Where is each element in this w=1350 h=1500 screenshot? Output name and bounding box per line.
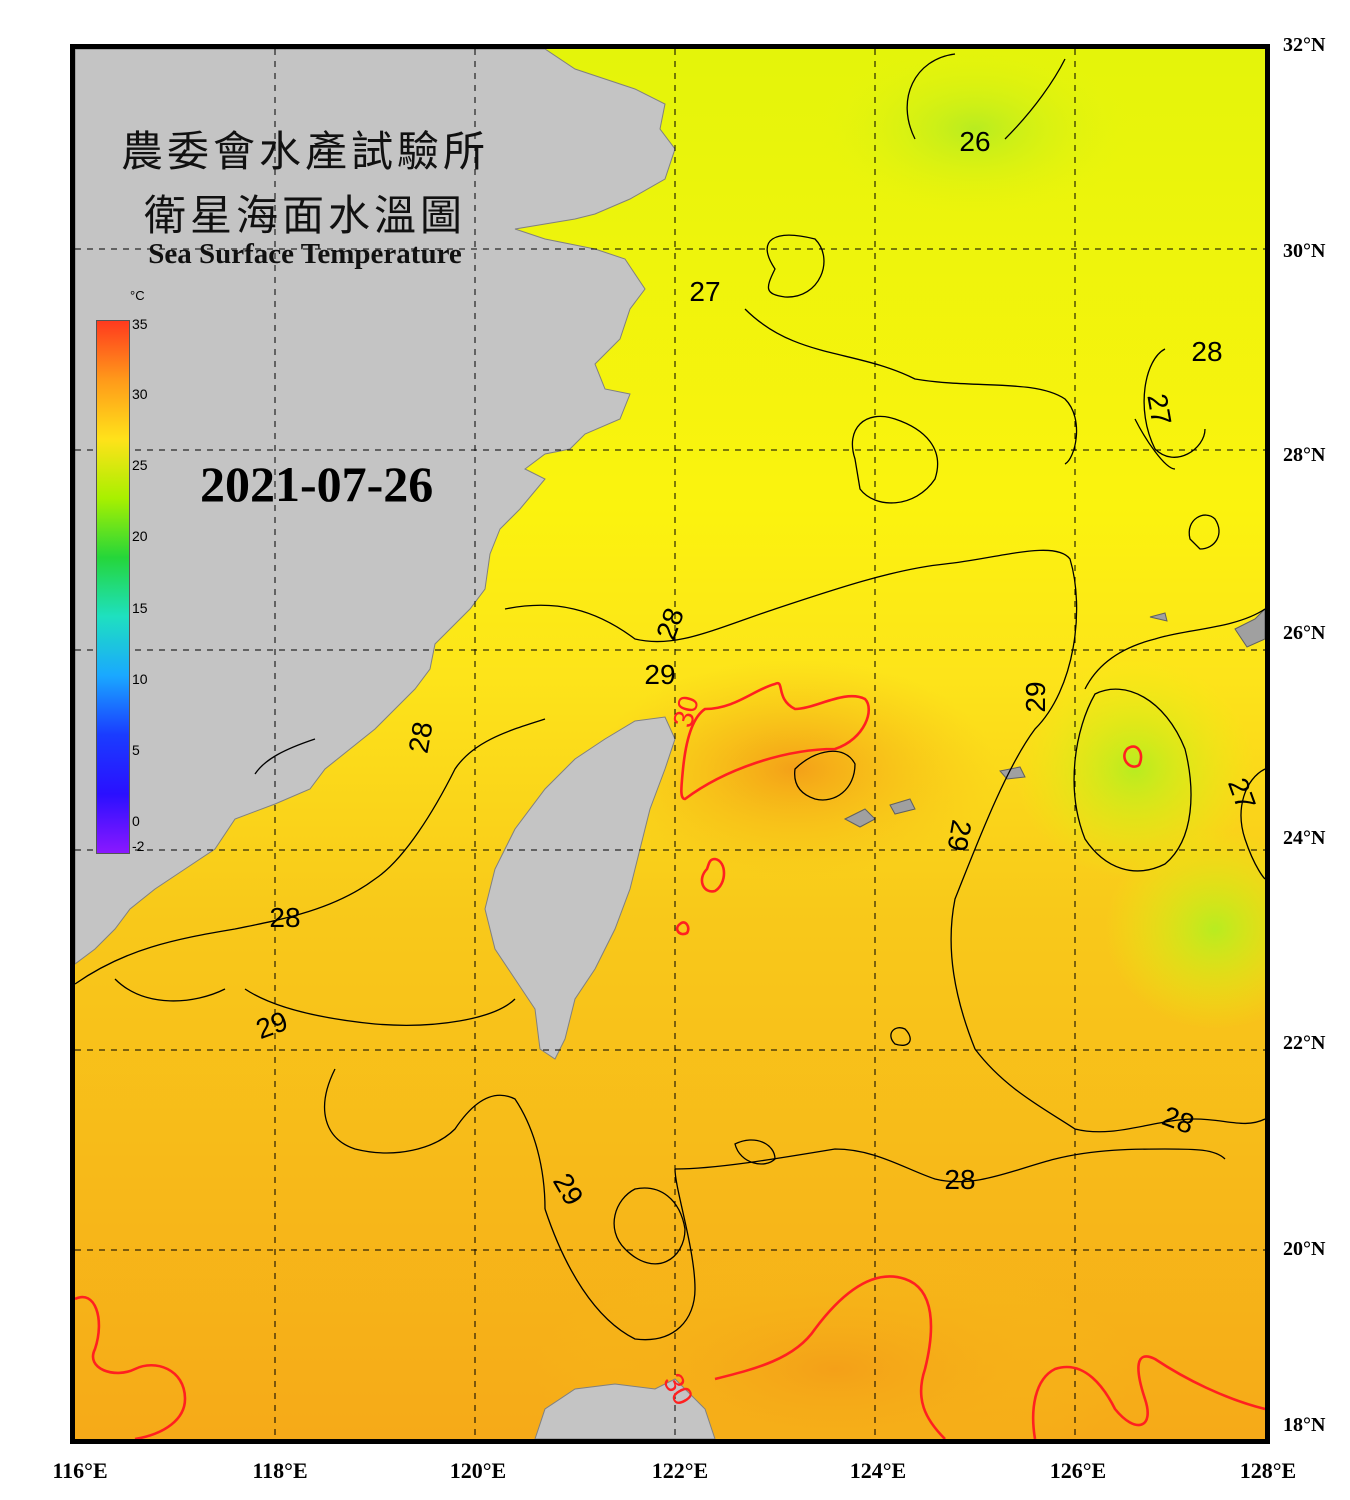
contour-label: 28 xyxy=(269,902,300,933)
title-chinese-agency: 農委會水產試驗所 xyxy=(120,127,489,176)
lat-label: 30°N xyxy=(1283,240,1326,262)
lat-label: 32°N xyxy=(1283,34,1326,56)
lat-label: 26°N xyxy=(1283,622,1326,644)
land-taiwan xyxy=(484,716,676,1060)
contour-label: 28 xyxy=(403,719,439,755)
contour-label: 29 xyxy=(644,659,675,690)
isotherms-red-30 xyxy=(75,681,1265,1439)
land-china-mainland xyxy=(75,49,676,965)
colorbar-tick-label: 35 xyxy=(132,316,148,332)
colorbar-unit: °C xyxy=(130,288,145,303)
contour-label: 28 xyxy=(944,1164,975,1195)
cool-water-southeast xyxy=(1105,829,1265,1029)
contour-label: 27 xyxy=(689,276,720,307)
lon-label: 116°E xyxy=(52,1458,108,1483)
colorbar-tick-label: -2 xyxy=(132,838,145,854)
grid-lines xyxy=(75,49,1265,1439)
lon-label: 118°E xyxy=(252,1458,308,1483)
cool-water-north xyxy=(815,49,1135,219)
colorbar-tick-label: 5 xyxy=(132,742,140,758)
colorbar-tick-label: 15 xyxy=(132,600,148,616)
lon-label: 124°E xyxy=(849,1458,907,1483)
isotherms-black xyxy=(75,53,1265,1341)
lat-label: 18°N xyxy=(1283,1414,1326,1436)
title-english: Sea Surface Temperature xyxy=(148,238,462,270)
colorbar-tick-label: 10 xyxy=(132,671,148,687)
contour-label: 29 xyxy=(1020,681,1051,712)
lat-label: 24°N xyxy=(1283,827,1326,849)
colorbar-tick-label: 25 xyxy=(132,457,148,473)
lon-label: 126°E xyxy=(1049,1458,1107,1483)
contour-label: 28 xyxy=(1191,336,1222,367)
contour-label: 27 xyxy=(1141,391,1177,427)
lon-label: 120°E xyxy=(449,1458,507,1483)
sst-map: 26 27 28 27 28 29 30 28 28 29 27 28 29 29 28 29 30 xyxy=(70,44,1270,1444)
lon-label: 128°E xyxy=(1239,1458,1297,1483)
colorbar-tick-label: 20 xyxy=(132,528,148,544)
lat-label: 28°N xyxy=(1283,444,1326,466)
lon-label: 122°E xyxy=(651,1458,709,1483)
title-chinese-map: 衛星海面水溫圖 xyxy=(143,191,466,240)
map-date: 2021-07-26 xyxy=(200,456,434,512)
colorbar-tick-label: 30 xyxy=(132,386,148,402)
lat-label: 20°N xyxy=(1283,1238,1326,1260)
contour-label: 26 xyxy=(959,126,990,157)
contour-label: 29 xyxy=(941,818,977,854)
colorbar-tick-label: 0 xyxy=(132,813,140,829)
land-luzon xyxy=(534,1378,716,1439)
colorbar xyxy=(96,320,130,854)
lat-label: 22°N xyxy=(1283,1032,1326,1054)
